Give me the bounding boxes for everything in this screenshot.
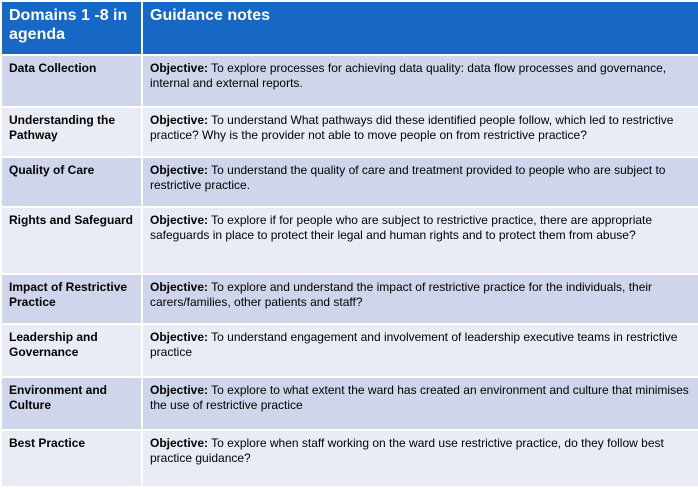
- table-row: Leadership and Governance Objective: To u…: [0, 323, 698, 378]
- domain-cell: Quality of Care: [0, 156, 143, 208]
- objective-text: To understand the quality of care and tr…: [150, 163, 666, 192]
- objective-text: To understand What pathways did these id…: [150, 113, 674, 142]
- objective-text: To explore to what extent the ward has c…: [150, 383, 689, 412]
- guidance-cell: Objective: To explore to what extent the…: [141, 376, 698, 431]
- table-row: Data Collection Objective: To explore pro…: [0, 54, 698, 108]
- table-row: Rights and Safeguard Objective: To explor…: [0, 206, 698, 275]
- guidance-cell: Objective: To explore processes for achi…: [141, 54, 698, 108]
- objective-text: To explore and understand the impact of …: [150, 280, 653, 309]
- guidance-cell: Objective: To understand engagement and …: [141, 323, 698, 378]
- guidance-cell: Objective: To understand the quality of …: [141, 156, 698, 208]
- objective-label: Objective:: [150, 163, 209, 177]
- table-row: Impact of Restrictive Practice Objective:…: [0, 273, 698, 325]
- table-row: Environment and Culture Objective: To exp…: [0, 376, 698, 431]
- guidance-cell: Objective: To understand What pathways d…: [141, 106, 698, 158]
- domain-cell: Data Collection: [0, 54, 143, 108]
- table-row: Best Practice Objective: To explore when …: [0, 429, 698, 488]
- objective-label: Objective:: [150, 383, 209, 397]
- objective-text: To understand engagement and involvement…: [150, 330, 678, 359]
- header-cell: Guidance notes: [141, 0, 698, 56]
- domain-cell: Rights and Safeguard: [0, 206, 143, 275]
- domain-cell: Leadership and Governance: [0, 323, 143, 378]
- objective-label: Objective:: [150, 213, 209, 227]
- objective-label: Objective:: [150, 436, 209, 450]
- objective-text: To explore if for people who are subject…: [150, 213, 653, 242]
- domain-cell: Understanding the Pathway: [0, 106, 143, 158]
- table-body: Data Collection Objective: To explore pro…: [0, 54, 698, 488]
- guidance-cell: Objective: To explore if for people who …: [141, 206, 698, 275]
- objective-text: To explore processes for achieving data …: [150, 61, 667, 90]
- domain-cell: Best Practice: [0, 429, 143, 488]
- domain-cell: Impact of Restrictive Practice: [0, 273, 143, 325]
- guidance-cell: Objective: To explore when staff working…: [141, 429, 698, 488]
- objective-text: To explore when staff working on the war…: [150, 436, 664, 465]
- guidance-cell: Objective: To explore and understand the…: [141, 273, 698, 325]
- objective-label: Objective:: [150, 330, 209, 344]
- objective-label: Objective:: [150, 280, 209, 294]
- header-cell: Domains 1 -8 in agenda: [0, 0, 143, 56]
- table-row: Quality of Care Objective: To understand …: [0, 156, 698, 208]
- objective-label: Objective:: [150, 61, 209, 75]
- objective-label: Objective:: [150, 113, 209, 127]
- header-row: Domains 1 -8 in agenda Guidance notes: [0, 0, 698, 56]
- table-row: Understanding the Pathway Objective: To u…: [0, 106, 698, 158]
- domain-cell: Environment and Culture: [0, 376, 143, 431]
